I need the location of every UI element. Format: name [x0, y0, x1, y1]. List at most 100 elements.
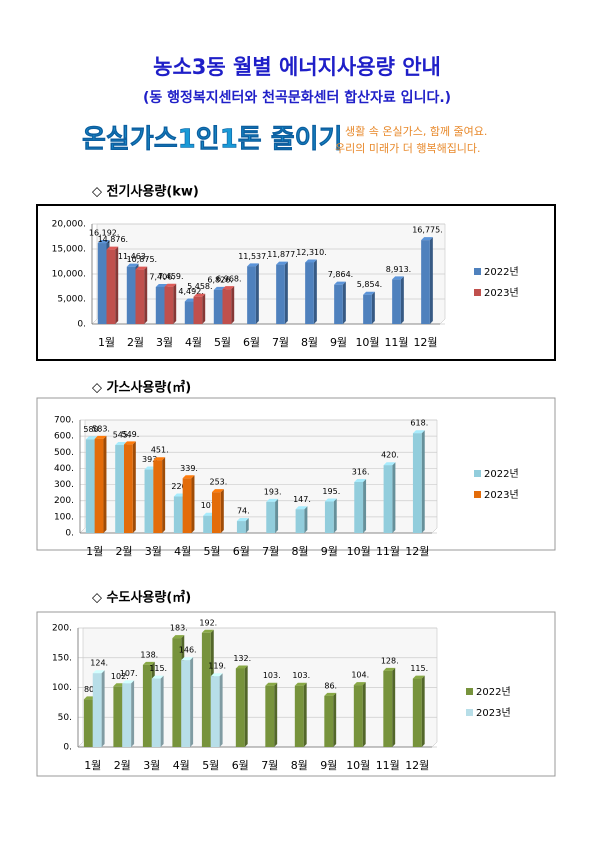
- value-label: 132.: [233, 654, 251, 663]
- legend-swatch: [474, 268, 481, 275]
- legend-swatch: [474, 289, 481, 296]
- x-tick-label: 8월: [291, 545, 308, 558]
- bar: [324, 692, 337, 747]
- y-tick-label: 500.: [54, 448, 74, 458]
- x-tick-label: 11월: [376, 545, 400, 558]
- value-label: 4,492.: [178, 287, 203, 296]
- x-tick-label: 10월: [355, 336, 379, 349]
- y-tick-label: 700.: [54, 416, 74, 426]
- banner-line: 우리의 미래가 더 행복해집니다.: [335, 141, 481, 155]
- value-label: 6,826.: [207, 275, 232, 284]
- value-label: 195.: [322, 487, 340, 496]
- value-label: 7,459.: [158, 272, 183, 281]
- value-label: 7,406.: [149, 272, 174, 281]
- x-tick-label: 7월: [261, 759, 278, 772]
- x-tick-label: 11월: [384, 336, 408, 349]
- y-tick-label: 0.: [63, 743, 72, 753]
- value-label: 8,913.: [386, 265, 411, 274]
- legend-swatch: [466, 688, 473, 695]
- bar: [294, 682, 307, 747]
- bar: [181, 657, 194, 747]
- bar: [182, 475, 195, 533]
- legend-label: 2023년: [484, 287, 519, 299]
- x-tick-label: 8월: [301, 336, 318, 349]
- x-tick-label: 6월: [233, 545, 250, 558]
- x-tick-label: 5월: [203, 545, 220, 558]
- y-tick-label: 100.: [52, 683, 72, 693]
- value-label: 316.: [352, 467, 370, 476]
- legend-label: 2022년: [476, 686, 511, 698]
- legend-swatch: [474, 491, 481, 498]
- value-label: 393.: [142, 455, 160, 464]
- value-label: 124.: [90, 659, 108, 668]
- x-tick-label: 11월: [376, 759, 400, 772]
- legend-swatch: [466, 709, 473, 716]
- bar: [122, 680, 135, 747]
- value-label: 107.: [201, 501, 219, 510]
- value-label: 183.: [170, 624, 188, 633]
- value-label: 11,877.: [267, 250, 298, 259]
- x-tick-label: 2월: [115, 545, 132, 558]
- bar: [334, 281, 346, 324]
- value-label: 339.: [180, 464, 198, 473]
- banner-line: 생활 속 온실가스, 함께 줄여요.: [345, 124, 487, 138]
- x-tick-label: 3월: [156, 336, 173, 349]
- bar: [353, 682, 366, 747]
- value-label: 549.: [121, 430, 139, 439]
- chart-title: ◇ 가스사용량(㎥): [92, 380, 191, 396]
- page-subtitle: (동 행정복지센터와 천곡문화센터 합산자료 입니다.): [143, 89, 451, 106]
- y-tick-label: 300.: [54, 480, 74, 490]
- legend-label: 2023년: [476, 707, 511, 719]
- x-tick-label: 2월: [114, 759, 131, 772]
- bar: [324, 498, 337, 533]
- x-tick-label: 4월: [185, 336, 202, 349]
- chart-title: ◇ 전기사용량(kw): [92, 184, 199, 200]
- bar: [153, 457, 166, 533]
- x-tick-label: 1월: [98, 336, 115, 349]
- y-tick-label: 400.: [54, 464, 74, 474]
- value-label: 451.: [151, 446, 169, 455]
- x-tick-label: 4월: [174, 545, 191, 558]
- legend-swatch: [474, 470, 481, 477]
- x-tick-label: 5월: [202, 759, 219, 772]
- value-label: 580.: [83, 425, 101, 434]
- value-label: 14,876.: [98, 235, 129, 244]
- x-tick-label: 12월: [413, 336, 437, 349]
- x-tick-label: 8월: [291, 759, 308, 772]
- value-label: 138.: [140, 650, 158, 659]
- value-label: 11,463.: [118, 252, 149, 261]
- bar: [276, 261, 288, 324]
- value-label: 253.: [209, 478, 227, 487]
- bar: [92, 670, 105, 747]
- bar: [193, 293, 206, 324]
- bar: [392, 276, 404, 324]
- value-label: 103.: [292, 671, 310, 680]
- value-label: 16,775.: [412, 226, 443, 235]
- bar: [94, 435, 107, 533]
- x-tick-label: 7월: [272, 336, 289, 349]
- y-tick-label: 600.: [54, 432, 74, 442]
- x-tick-label: 12월: [405, 545, 429, 558]
- chart-title: ◇ 수도사용량(㎥): [92, 590, 191, 606]
- y-tick-label: 10,000.: [52, 270, 86, 280]
- y-tick-label: 50.: [58, 713, 72, 723]
- bar: [247, 263, 259, 324]
- page-title: 농소3동 월별 에너지사용량 안내: [153, 55, 441, 79]
- y-tick-label: 15,000.: [52, 245, 86, 255]
- value-label: 146.: [179, 646, 197, 655]
- bar: [363, 291, 375, 324]
- legend-label: 2023년: [484, 489, 519, 501]
- bar: [212, 489, 224, 533]
- bar: [383, 667, 396, 747]
- bar: [354, 478, 367, 533]
- bar: [124, 441, 136, 533]
- x-tick-label: 10월: [347, 545, 371, 558]
- bar: [222, 286, 235, 324]
- value-label: 80.: [84, 685, 97, 694]
- x-tick-label: 7월: [262, 545, 279, 558]
- bar: [265, 682, 278, 747]
- x-tick-label: 12월: [405, 759, 429, 772]
- value-label: 102.: [111, 672, 129, 681]
- value-label: 618.: [410, 419, 428, 428]
